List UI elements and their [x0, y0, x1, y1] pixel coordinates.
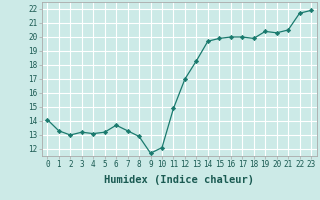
- X-axis label: Humidex (Indice chaleur): Humidex (Indice chaleur): [104, 175, 254, 185]
